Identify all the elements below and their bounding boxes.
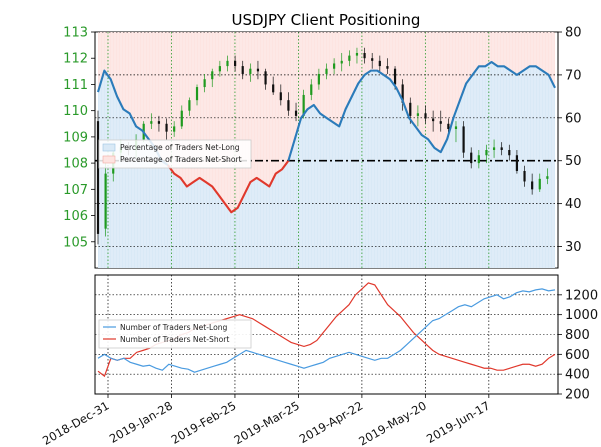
candle-body [287,100,290,111]
candle-body [325,68,328,74]
candle-body [409,102,412,116]
candle-body [272,84,275,93]
candle-body [241,66,244,74]
candle-body [173,126,176,132]
percent-tick-label: 50 [565,154,582,169]
candle-body [546,176,549,179]
candle-body [264,71,267,85]
bottom-panel: 200 400 600 800 1000 1200 Number of Traders N… [94,274,598,403]
percent-tick-label: 40 [565,197,582,212]
candle-body [386,66,389,69]
candle-body [416,113,419,116]
count-tick-label: 800 [565,328,590,343]
candle-body [150,121,153,124]
candle-body [340,60,343,64]
legend-swatch-net-short [102,155,116,164]
candle-body [317,73,320,85]
price-tick-label: 112 [63,52,88,67]
candle-body [211,71,214,80]
x-tick-label: 2019-Apr-22 [297,398,366,446]
legend-traders-long-label: Number of Traders Net-Long [120,323,228,332]
candle-body [104,173,107,229]
chart-title: USDJPY Client Positioning [232,11,421,29]
candle-body [302,94,305,116]
candle-body [424,113,427,119]
candle-body [393,68,397,85]
x-tick-label: 2019-May-20 [356,398,429,447]
legend-swatch-net-long [102,143,116,152]
positioning-line-segment [287,60,556,162]
x-tick-label: 2019-Feb-25 [169,398,239,446]
candle-body [195,87,199,101]
candle-body [294,110,298,116]
price-tick-label: 106 [63,209,88,224]
candle-body [523,170,526,182]
candle-body [188,100,191,111]
candle-body [157,121,161,124]
x-tick-label: 2019-Jan-28 [107,398,175,445]
candle-body [234,60,237,67]
legend-top: Percentage of Traders Net-Long Percentag… [98,139,252,169]
traders-net-long-line [97,288,556,373]
percent-tick-label: 30 [565,240,582,255]
candle-body [447,123,450,130]
candle-body [492,147,496,150]
candle-body [515,155,519,171]
candle-body [165,123,168,132]
percent-tick-label: 60 [565,111,582,126]
candle-body [226,60,229,67]
x-tick-label: 2019-Mar-25 [232,398,302,447]
price-tick-label: 111 [63,78,88,93]
candle-body [355,52,359,56]
candle-body [279,92,282,101]
net-long-area [98,62,555,268]
candle-body [96,121,100,234]
candle-body [249,68,252,74]
legend-net-short-label: Percentage of Traders Net-Short [120,155,242,164]
candle-body [454,126,458,130]
legend-traders-short-label: Number of Traders Net-Short [120,335,229,344]
candle-body [348,55,351,61]
price-tick-label: 110 [63,104,88,119]
count-tick-label: 600 [565,348,590,363]
legend-net-long-label: Percentage of Traders Net-Long [120,143,240,152]
candle-body [531,181,534,190]
legend-bottom: Number of Traders Net-Long Number of Tra… [98,319,252,349]
count-tick-label: 1200 [565,288,598,303]
candle-body [401,84,404,103]
positioning-line-segment [166,160,290,214]
price-tick-label: 108 [63,157,88,172]
count-tick-label: 1000 [565,308,598,323]
candle-body [462,126,465,153]
candle-body [470,152,473,164]
count-tick-label: 400 [565,368,590,383]
percent-tick-label: 80 [565,26,582,41]
candle-body [218,66,221,72]
candle-body [538,178,541,190]
top-panel: 105 106 107 108 109 110 111 112 113 30 40 50 60 70 80… [63,26,582,269]
candle-body [363,52,366,59]
candle-body [378,60,381,67]
count-tick-label: 200 [565,388,590,403]
percent-tick-label: 70 [565,68,582,83]
candle-body [500,147,503,150]
candle-body [485,150,488,156]
candle-body [432,118,435,122]
candle-body [371,58,374,61]
candle-body [439,121,442,124]
price-tick-label: 107 [63,183,88,198]
price-tick-label: 113 [63,26,88,41]
candle-body [333,63,336,69]
candle-body [508,150,511,156]
candle-body [310,84,313,95]
candle-body [256,68,260,72]
candle-body [180,110,183,127]
candle-body [477,155,480,164]
x-tick-label: 2018-Dec-31 [40,398,111,447]
price-tick-label: 109 [63,130,88,145]
price-tick-label: 105 [63,235,88,250]
x-tick-label: 2019-Jun-17 [424,398,492,446]
candle-body [203,79,206,88]
